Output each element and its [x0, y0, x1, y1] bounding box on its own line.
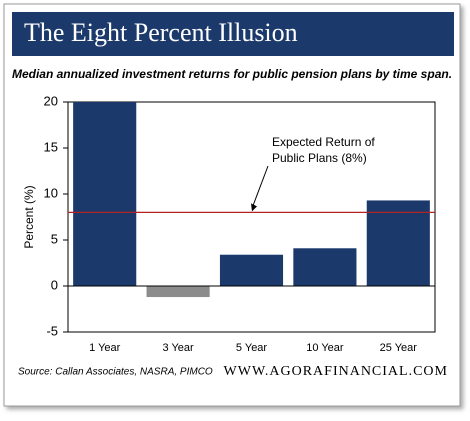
arrow-head: [251, 203, 257, 212]
y-tick-label: 20: [44, 93, 58, 108]
bar: [73, 102, 137, 286]
y-tick-label: -5: [46, 323, 58, 338]
x-tick-label: 25 Year: [380, 342, 418, 354]
x-tick-label: 3 Year: [162, 342, 194, 354]
title-bar: [12, 12, 454, 56]
y-tick-label: 5: [51, 231, 58, 246]
x-tick-label: 1 Year: [89, 342, 121, 354]
annotation-arrow: [251, 165, 269, 209]
annotation: Public Plans (8%): [272, 151, 367, 165]
bar: [293, 248, 357, 286]
x-tick-label: 5 Year: [236, 342, 268, 354]
chart-title: The Eight Percent Illusion: [24, 18, 298, 47]
subtitle: Median annualized investment returns for…: [12, 67, 452, 81]
x-tick-label: 10 Year: [306, 342, 344, 354]
plot-area: [67, 101, 436, 333]
y-axis-label: Percent (%): [22, 185, 36, 248]
website: WWW.AGORAFINANCIAL.COM: [224, 364, 448, 379]
bar: [146, 286, 210, 298]
bar: [366, 200, 430, 286]
y-tick-label: 15: [44, 139, 58, 154]
bar: [219, 254, 284, 286]
y-tick-label: 10: [44, 185, 58, 200]
y-tick-label: 0: [51, 277, 58, 292]
source: Source: Callan Associates, NASRA, PIMCO: [18, 367, 213, 378]
annotation: Expected Return of: [272, 135, 375, 149]
